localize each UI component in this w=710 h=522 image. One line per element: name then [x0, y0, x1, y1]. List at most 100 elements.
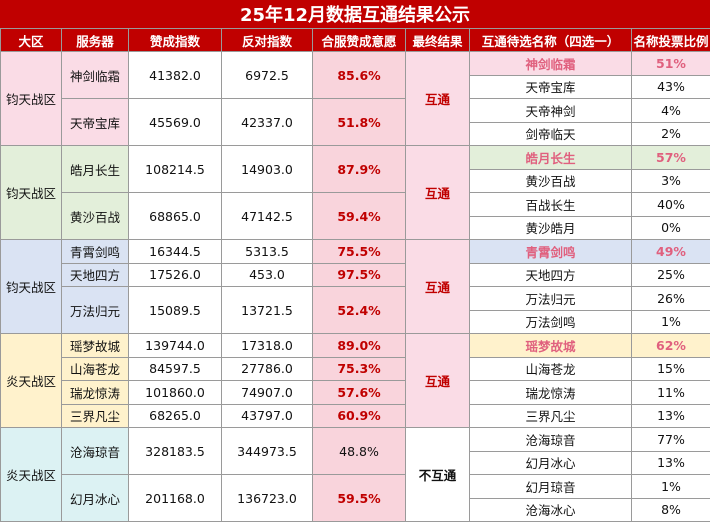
against-index: 43797.0 [221, 403, 313, 428]
table-row: 钧天战区 神剑临霜 41382.0 6972.5 85.6% 互通 神剑临霜 51% [0, 51, 710, 146]
candidate-name: 天帝宝库 [469, 74, 632, 99]
for-index: 68865.0 [128, 192, 222, 240]
server-name: 瑞龙惊涛 [61, 380, 129, 405]
table-row: 沧海冰心 8% [1, 497, 710, 522]
candidate-name: 万法剑鸣 [469, 309, 632, 334]
candidate-vote-pct: 11% [631, 380, 710, 405]
table-row: 天帝宝库 45569.0 42337.0 51.8% 天帝神剑 4% [1, 98, 710, 146]
header-region: 大区 [0, 28, 62, 52]
approval-rate: 59.5% [312, 474, 406, 522]
for-index: 84597.5 [128, 356, 222, 381]
server-name: 皓月长生 [61, 145, 129, 193]
for-index: 68265.0 [128, 403, 222, 428]
candidate-name: 天帝神剑 [469, 98, 632, 123]
candidate-vote-pct: 4% [631, 98, 710, 123]
page-title: 25年12月数据互通结果公示 [0, 0, 710, 28]
table-row: 万法剑鸣 1% [1, 309, 710, 334]
candidate-vote-pct: 13% [631, 403, 710, 428]
approval-rate: 57.6% [312, 380, 406, 405]
candidate-name: 黄沙皓月 [469, 215, 632, 240]
table-row: 天帝宝库 43% [1, 74, 710, 99]
against-index: 13721.5 [221, 286, 313, 334]
for-index: 17526.0 [128, 262, 222, 287]
table-row: 幻月冰心 201168.0 136723.0 59.5% 幻月琼音 1% [1, 474, 710, 522]
approval-rate: 48.8% [312, 427, 406, 475]
for-index: 16344.5 [128, 239, 222, 264]
results-table: 大区 服务器 赞成指数 反对指数 合服赞成意愿 最终结果 互通待选名称（四选一）… [0, 28, 710, 522]
final-result: 互通 [405, 51, 470, 146]
server-name: 万法归元 [61, 286, 129, 334]
table-row: 万法归元 15089.5 13721.5 52.4% 万法归元 26% [1, 286, 710, 334]
final-result: 互通 [405, 333, 470, 428]
candidate-name: 山海苍龙 [469, 356, 632, 381]
approval-rate: 60.9% [312, 403, 406, 428]
region-cell: 钧天战区 [0, 145, 62, 240]
against-index: 136723.0 [221, 474, 313, 522]
header-for-index: 赞成指数 [128, 28, 222, 52]
for-index: 101860.0 [128, 380, 222, 405]
candidate-name: 神剑临霜 [469, 51, 632, 76]
table-row: 瑞龙惊涛 101860.0 74907.0 57.6% 瑞龙惊涛 11% [1, 380, 710, 405]
candidate-vote-pct: 57% [631, 145, 710, 170]
candidate-vote-pct: 25% [631, 262, 710, 287]
server-name: 天帝宝库 [61, 98, 129, 146]
server-name: 天地四方 [61, 262, 129, 287]
header-against-index: 反对指数 [221, 28, 313, 52]
against-index: 453.0 [221, 262, 313, 287]
table-row: 幻月冰心 13% [1, 450, 710, 475]
approval-rate: 59.4% [312, 192, 406, 240]
server-name: 瑶梦故城 [61, 333, 129, 358]
candidate-vote-pct: 40% [631, 192, 710, 217]
table-row: 钧天战区 皓月长生 108214.5 14903.0 87.9% 互通 皓月长生 57% [0, 145, 710, 240]
candidate-name: 百战长生 [469, 192, 632, 217]
region-cell: 炎天战区 [0, 427, 62, 522]
table-row: 三界凡尘 68265.0 43797.0 60.9% 三界凡尘 13% [1, 403, 710, 428]
against-index: 344973.5 [221, 427, 313, 475]
candidate-name: 幻月冰心 [469, 450, 632, 475]
against-index: 6972.5 [221, 51, 313, 99]
for-index: 41382.0 [128, 51, 222, 99]
for-index: 45569.0 [128, 98, 222, 146]
table-row: 炎天战区 瑶梦故城 139744.0 17318.0 89.0% 互通 瑶梦故城 62% [0, 333, 710, 428]
against-index: 74907.0 [221, 380, 313, 405]
candidate-name: 瑞龙惊涛 [469, 380, 632, 405]
candidate-vote-pct: 26% [631, 286, 710, 311]
region-cell: 钧天战区 [0, 239, 62, 334]
candidate-name: 万法归元 [469, 286, 632, 311]
candidate-name: 剑帝临天 [469, 121, 632, 146]
header-approval-rate: 合服赞成意愿 [312, 28, 406, 52]
table-row: 山海苍龙 84597.5 27786.0 75.3% 山海苍龙 15% [1, 356, 710, 381]
table-row: 钧天战区 青霄剑鸣 16344.5 5313.5 75.5% 互通 青霄剑鸣 49% [0, 239, 710, 334]
candidate-name: 瑶梦故城 [469, 333, 632, 358]
header-final-result: 最终结果 [405, 28, 470, 52]
against-index: 14903.0 [221, 145, 313, 193]
approval-rate: 97.5% [312, 262, 406, 287]
for-index: 201168.0 [128, 474, 222, 522]
against-index: 42337.0 [221, 98, 313, 146]
candidate-vote-pct: 8% [631, 497, 710, 522]
candidate-name: 沧海冰心 [469, 497, 632, 522]
table-row: 黄沙皓月 0% [1, 215, 710, 240]
approval-rate: 87.9% [312, 145, 406, 193]
header-server: 服务器 [61, 28, 129, 52]
header-row: 大区 服务器 赞成指数 反对指数 合服赞成意愿 最终结果 互通待选名称（四选一）… [0, 28, 710, 52]
candidate-vote-pct: 1% [631, 309, 710, 334]
candidate-vote-pct: 62% [631, 333, 710, 358]
header-vote-ratio: 名称投票比例 [631, 28, 710, 52]
candidate-vote-pct: 3% [631, 168, 710, 193]
server-name: 神剑临霜 [61, 51, 129, 99]
candidate-vote-pct: 15% [631, 356, 710, 381]
candidate-name: 青霄剑鸣 [469, 239, 632, 264]
final-result: 互通 [405, 145, 470, 240]
for-index: 139744.0 [128, 333, 222, 358]
candidate-name: 皓月长生 [469, 145, 632, 170]
table-row: 黄沙百战 3% [1, 168, 710, 193]
server-name: 沧海琼音 [61, 427, 129, 475]
table-row: 黄沙百战 68865.0 47142.5 59.4% 百战长生 40% [1, 192, 710, 240]
against-index: 27786.0 [221, 356, 313, 381]
region-cell: 钧天战区 [0, 51, 62, 146]
against-index: 47142.5 [221, 192, 313, 240]
server-name: 青霄剑鸣 [61, 239, 129, 264]
candidate-vote-pct: 43% [631, 74, 710, 99]
